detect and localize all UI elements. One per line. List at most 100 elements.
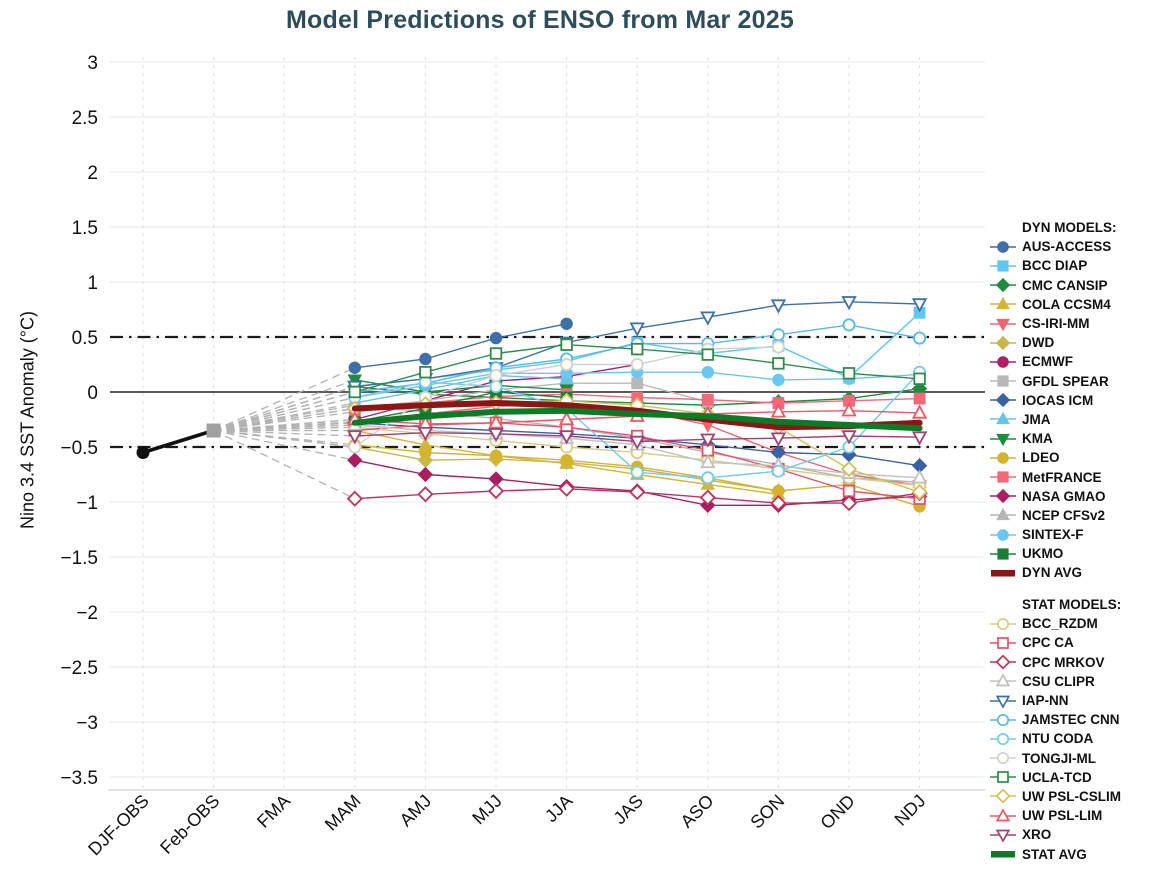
svg-text:−1.5: −1.5 [60, 548, 98, 569]
gfdl-spear-legend-marker-icon [990, 375, 1016, 387]
sintex-f-legend-marker-icon [990, 528, 1016, 541]
legend-item-label: ECMWF [1022, 354, 1073, 370]
svg-text:−2: −2 [76, 603, 98, 624]
legend-item-label: JAMSTEC CNN [1022, 712, 1120, 728]
svg-text:1: 1 [87, 273, 98, 294]
svg-text:2.5: 2.5 [72, 108, 98, 129]
legend-item-ldeo: LDEO [990, 448, 1167, 467]
legend-item-label: NASA GMAO [1022, 488, 1106, 504]
bcc-diap-legend-marker-icon [990, 260, 1016, 272]
legend-item-label: CMC CANSIP [1022, 277, 1108, 293]
legend-dyn-models: DYN MODELS: AUS-ACCESS BCC DIAP CMC CANSIP… [990, 218, 1167, 583]
legend-item-label: AUS-ACCESS [1022, 239, 1112, 255]
ucla-tcd-legend-marker-icon [990, 771, 1016, 784]
legend-item-cpc-ca: CPC CA [990, 633, 1167, 652]
legend-item-csu-clipr: CSU CLIPR [990, 672, 1167, 691]
legend-item-sintex-f: SINTEX-F [990, 525, 1167, 544]
legend-item-label: SINTEX-F [1022, 527, 1084, 543]
chart-title: Model Predictions of ENSO from Mar 2025 [286, 6, 794, 34]
legend-item-label: BCC DIAP [1022, 258, 1088, 274]
svg-text:MAM: MAM [321, 791, 365, 835]
legend-item-dyn-avg: DYN AVG [990, 563, 1167, 582]
legend-item-label: NCEP CFSv2 [1022, 507, 1106, 523]
legend-item-label: UCLA-TCD [1022, 769, 1092, 785]
svg-text:AMJ: AMJ [396, 791, 436, 831]
legend-item-stat-avg: STAT AVG [990, 844, 1167, 863]
uw-psl-cslim-legend-marker-icon [990, 789, 1016, 804]
ncep-cfsv2-legend-marker-icon [990, 508, 1016, 521]
nasa-gmao-legend-marker-icon [990, 489, 1016, 504]
legend-stat-models: STAT MODELS: BCC_RZDM CPC CA CPC MRKOV CSU … [990, 595, 1167, 864]
legend-item-label: CSU CLIPR [1022, 673, 1095, 689]
legend-item-label: IOCAS ICM [1022, 392, 1094, 408]
legend-item-label: STAT AVG [1022, 846, 1087, 862]
legend-item-ucla-tcd: UCLA-TCD [990, 768, 1167, 787]
svg-text:−1: −1 [76, 493, 98, 514]
svg-text:0.5: 0.5 [72, 328, 98, 349]
svg-text:3: 3 [87, 53, 98, 74]
legend-item-cs-iri-mm: CS-IRI-MM [990, 314, 1167, 333]
legend-item-cola-ccsm4: COLA CCSM4 [990, 295, 1167, 314]
svg-text:−3.5: −3.5 [60, 768, 98, 789]
legend-item-metfrance: MetFRANCE [990, 467, 1167, 486]
cpc-ca-legend-marker-icon [990, 637, 1016, 649]
dyn-avg-legend-marker-icon [991, 569, 1015, 577]
legend-item-jamstec-cnn: JAMSTEC CNN [990, 710, 1167, 729]
svg-text:−3: −3 [76, 713, 98, 734]
legend-item-uw-psl-lim: UW PSL-LIM [990, 806, 1167, 825]
stat-avg-legend-marker-icon [991, 851, 1015, 858]
legend-stat-header: STAT MODELS: [1022, 597, 1122, 613]
legend-item-cmc-cansip: CMC CANSIP [990, 276, 1167, 295]
bcc-rzdm-legend-marker-icon [990, 617, 1016, 630]
legend-item-label: COLA CCSM4 [1022, 296, 1111, 312]
legend-item-ukmo: UKMO [990, 544, 1167, 563]
xro-legend-marker-icon [990, 829, 1016, 842]
legend-item-uw-psl-cslim: UW PSL-CSLIM [990, 787, 1167, 806]
legend-item-label: CPC CA [1022, 635, 1074, 651]
legend-item-ncep-cfsv2: NCEP CFSv2 [990, 506, 1167, 525]
legend-item-iocas-icm: IOCAS ICM [990, 391, 1167, 410]
ntu-coda-legend-marker-icon [990, 732, 1016, 745]
legend-item-label: JMA [1022, 411, 1051, 427]
legend-item-aus-access: AUS-ACCESS [990, 237, 1167, 256]
svg-text:Feb-OBS: Feb-OBS [156, 791, 223, 858]
svg-text:2: 2 [87, 163, 98, 184]
cpc-mrkov-legend-marker-icon [990, 655, 1016, 670]
legend-item-jma: JMA [990, 410, 1167, 429]
jma-legend-marker-icon [990, 412, 1016, 425]
ecmwf-legend-marker-icon [990, 356, 1016, 368]
legend-item-iap-nn: IAP-NN [990, 691, 1167, 710]
kma-legend-marker-icon [990, 433, 1016, 446]
legend-item-bcc-rzdm: BCC_RZDM [990, 614, 1167, 633]
legend-item-label: GFDL SPEAR [1022, 373, 1109, 389]
svg-text:DJF-OBS: DJF-OBS [84, 791, 153, 860]
cola-ccsm4-legend-marker-icon [990, 297, 1016, 310]
legend-item-label: BCC_RZDM [1022, 616, 1098, 632]
legend-item-label: MetFRANCE [1022, 469, 1102, 485]
cs-iri-mm-legend-marker-icon [990, 318, 1016, 331]
legend-item-label: DYN AVG [1022, 565, 1083, 581]
metfrance-legend-marker-icon [990, 471, 1016, 483]
legend-item-label: KMA [1022, 431, 1053, 447]
legend-item-label: CPC MRKOV [1022, 654, 1105, 670]
legend-item-label: IAP-NN [1022, 693, 1069, 709]
legend-item-cpc-mrkov: CPC MRKOV [990, 653, 1167, 672]
svg-text:OND: OND [816, 791, 858, 833]
legend-item-label: NTU CODA [1022, 731, 1094, 747]
iap-nn-legend-marker-icon [990, 695, 1016, 708]
svg-text:JAS: JAS [610, 791, 647, 828]
legend-item-bcc-diap: BCC DIAP [990, 256, 1167, 275]
uw-psl-lim-legend-marker-icon [990, 808, 1016, 822]
jamstec-cnn-legend-marker-icon [990, 713, 1016, 726]
legend-item-xro: XRO [990, 825, 1167, 844]
legend-item-label: UW PSL-LIM [1022, 808, 1103, 824]
iocas-icm-legend-marker-icon [990, 393, 1016, 408]
csu-clipr-legend-marker-icon [990, 674, 1016, 687]
legend-dyn-header: DYN MODELS: [1022, 220, 1117, 236]
ukmo-legend-marker-icon [990, 548, 1016, 560]
svg-text:1.5: 1.5 [72, 218, 98, 239]
legend-item-kma: KMA [990, 429, 1167, 448]
legend-item-tongji-ml: TONGJI-ML [990, 749, 1167, 768]
legend-item-label: TONGJI-ML [1022, 750, 1096, 766]
